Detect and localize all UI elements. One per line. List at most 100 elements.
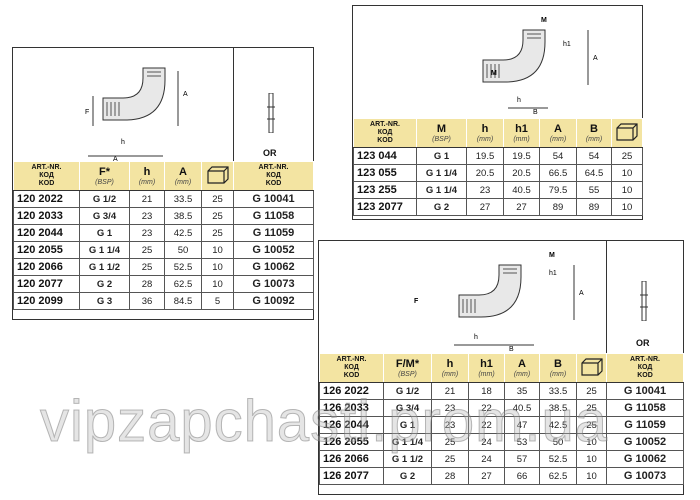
article-number: 123 044 (353, 147, 417, 165)
cell: 5 (201, 292, 234, 310)
article-number: 126 2066 (319, 450, 384, 468)
article-number: 123 055 (353, 164, 417, 182)
article-number: 123 255 (353, 181, 417, 199)
cell: 25 (431, 450, 469, 468)
cell: G 1 (416, 147, 467, 165)
svg-text:B: B (533, 109, 538, 116)
cell: 23 (431, 399, 469, 417)
cell: 62.5 (539, 467, 577, 485)
col-a: A (mm) (504, 353, 540, 383)
cell: 38.5 (164, 207, 202, 225)
article-number: 123 2077 (353, 198, 417, 216)
cell: 19.5 (466, 147, 504, 165)
cell: 33.5 (539, 382, 577, 400)
alt-article-number: G 10062 (233, 258, 314, 276)
article-number: 126 2022 (319, 382, 384, 400)
alt-article-number: G 10041 (233, 190, 314, 208)
cell: 27 (503, 198, 540, 216)
table-row: 120 2044 G 1 23 42.5 25 G 11059 (13, 224, 314, 242)
table-row: 120 2099 G 3 36 84.5 5 G 10092 (13, 292, 314, 310)
cell: 52.5 (539, 450, 577, 468)
cell: 10 (576, 467, 607, 485)
cell: 25 (201, 207, 234, 225)
table-row: 123 2077 G 2 27 27 89 89 10 (353, 198, 643, 216)
cell: G 1 1/4 (416, 164, 467, 182)
cell: 25 (129, 258, 165, 276)
cell: 79.5 (539, 181, 577, 199)
table-row: 126 2077 G 2 28 27 66 62.5 10 G 10073 (319, 467, 684, 485)
article-number: 126 2055 (319, 433, 384, 451)
article-number: 120 2066 (13, 258, 80, 276)
article-number: 120 2099 (13, 292, 80, 310)
cell: G 1 1/2 (383, 450, 432, 468)
col-h1: h1 (mm) (503, 118, 540, 148)
or-label: OR (263, 148, 277, 158)
table-row: 123 055 G 1 1/4 20.5 20.5 66.5 64.5 10 (353, 164, 643, 182)
alt-article-number: G 10073 (233, 275, 314, 293)
svg-text:A: A (593, 55, 598, 62)
cell: G 3 (79, 292, 130, 310)
article-number: 120 2033 (13, 207, 80, 225)
alt-article-number: G 10041 (606, 382, 684, 400)
col-b: B (mm) (539, 353, 577, 383)
cell: 62.5 (164, 275, 202, 293)
cell: 54 (576, 147, 612, 165)
svg-text:B: B (509, 346, 514, 353)
table-row: 120 2077 G 2 28 62.5 10 G 10073 (13, 275, 314, 293)
col-or-art: ART.-NR. КОД KOD (233, 161, 314, 191)
alt-article-number: G 10062 (606, 450, 684, 468)
svg-text:h1: h1 (563, 41, 571, 48)
fitting-drawing: M M A Bh1 h (482, 17, 598, 116)
svg-text:A: A (113, 156, 118, 163)
cell: 23 (129, 207, 165, 225)
article-number: 126 2044 (319, 416, 384, 434)
cell: 25 (201, 190, 234, 208)
col-b: B (mm) (576, 118, 612, 148)
cell: 28 (431, 467, 469, 485)
or-column-divider (233, 48, 234, 161)
article-number: 126 2033 (319, 399, 384, 417)
cell: 42.5 (164, 224, 202, 242)
table-123: ART.-NR. КОД KOD M (BSP) h (mm) h1 (mm) A (mm)… (353, 118, 643, 216)
cell: 25 (431, 433, 469, 451)
cell: G 1 1/4 (79, 241, 130, 259)
or-label: OR (636, 338, 650, 348)
col-a: A (mm) (164, 161, 202, 191)
pipe-icon (267, 93, 275, 133)
cell: 36 (129, 292, 165, 310)
cell: 10 (611, 198, 643, 216)
alt-article-number: G 11058 (233, 207, 314, 225)
alt-article-number: G 11058 (606, 399, 684, 417)
table-row: 126 2033 G 3/4 23 22 40.5 38.5 25 G 11058 (319, 399, 684, 417)
article-number: 120 2077 (13, 275, 80, 293)
cell: 21 (129, 190, 165, 208)
cell: 10 (576, 450, 607, 468)
col-a: A (mm) (539, 118, 577, 148)
col-art: ART.-NR. КОД KOD (353, 118, 417, 148)
cell: 33.5 (164, 190, 202, 208)
cell: 28 (129, 275, 165, 293)
or-column-divider (606, 241, 607, 353)
svg-text:M: M (491, 70, 497, 77)
cell: 66.5 (539, 164, 577, 182)
cell: 10 (201, 275, 234, 293)
cell: G 3/4 (383, 399, 432, 417)
table-row: 126 2044 G 1 23 22 47 42.5 25 G 11059 (319, 416, 684, 434)
article-number: 120 2022 (13, 190, 80, 208)
cell: 22 (468, 399, 505, 417)
svg-text:A: A (183, 91, 188, 98)
cell: 25 (576, 416, 607, 434)
alt-article-number: G 11059 (233, 224, 314, 242)
svg-text:h1: h1 (549, 270, 557, 277)
cell: G 2 (416, 198, 467, 216)
cell: 18 (468, 382, 505, 400)
cell: 57 (504, 450, 540, 468)
cell: 25 (611, 147, 643, 165)
col-h1: h1 (mm) (468, 353, 505, 383)
cell: 10 (201, 258, 234, 276)
table-row: 120 2055 G 1 1/4 25 50 10 G 10052 (13, 241, 314, 259)
table-row: 126 2066 G 1 1/2 25 24 57 52.5 10 G 10062 (319, 450, 684, 468)
cell: 66 (504, 467, 540, 485)
